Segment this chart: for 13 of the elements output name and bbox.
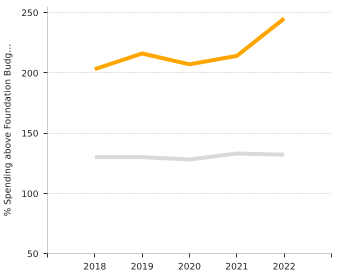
y-tick-label: 150 xyxy=(21,130,39,140)
y-axis-title: % Spending above Foundation Budg… xyxy=(3,44,14,216)
y-tick-label: 250 xyxy=(21,9,39,20)
x-tick-label: 2018 xyxy=(83,262,107,272)
line-series xyxy=(92,16,286,72)
y-tick-label: 100 xyxy=(21,190,39,200)
x-tick-label: 2021 xyxy=(225,262,248,272)
x-tick-label: 2022 xyxy=(272,262,296,272)
line-series xyxy=(92,151,286,162)
x-tick-label: 2020 xyxy=(178,262,202,272)
y-tick-label: 200 xyxy=(21,69,39,80)
x-tick-label: 2019 xyxy=(130,262,154,272)
y-tick-label: 50 xyxy=(27,250,39,260)
